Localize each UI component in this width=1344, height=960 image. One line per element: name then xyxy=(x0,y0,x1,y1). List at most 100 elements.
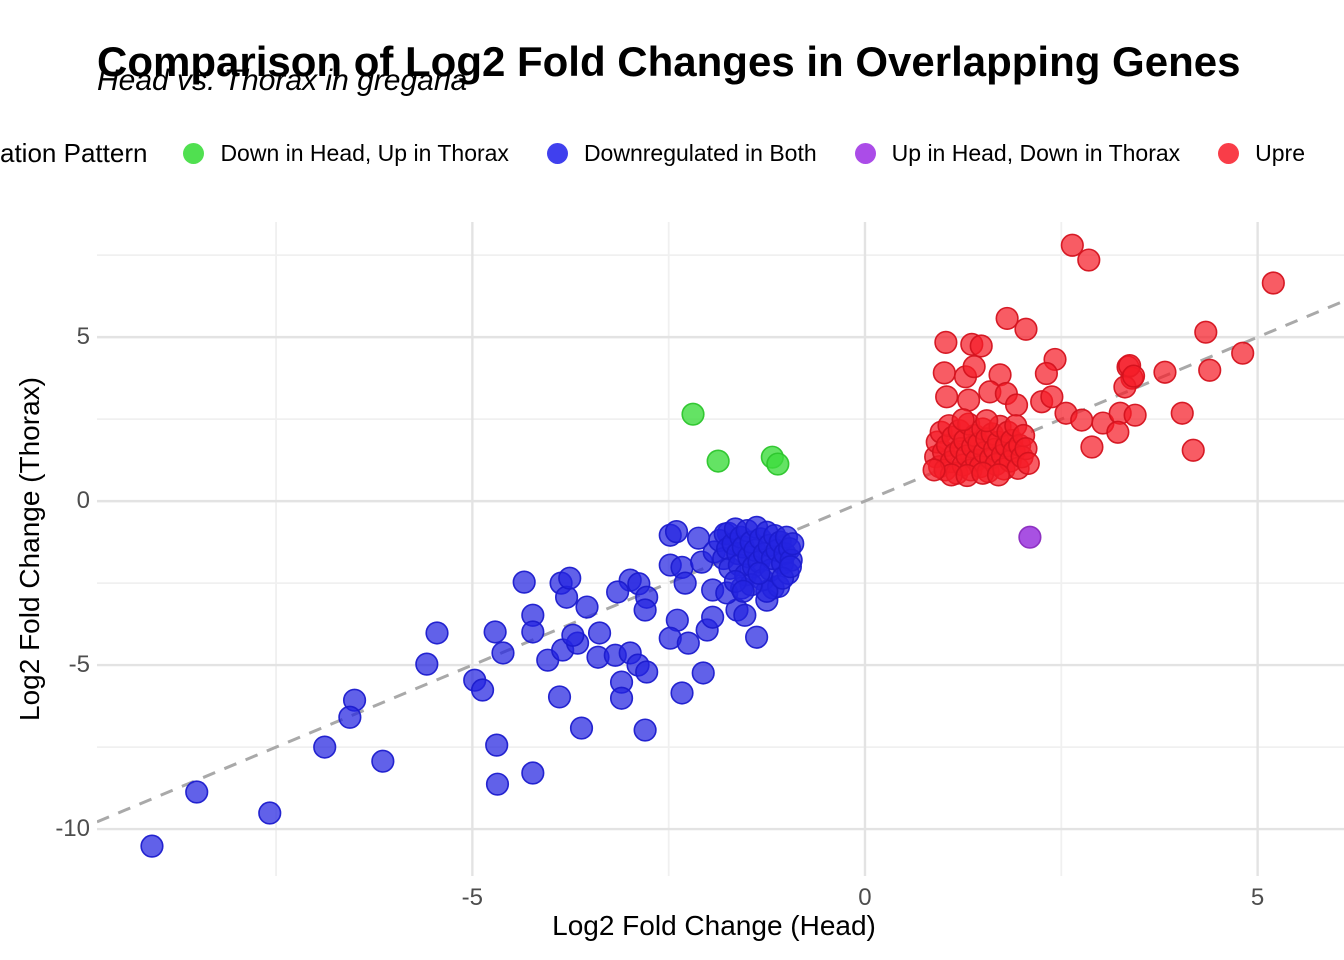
scatter-point xyxy=(1261,271,1285,295)
scatter-point xyxy=(1194,320,1218,344)
scatter-point xyxy=(633,718,657,742)
scatter-point xyxy=(554,585,579,609)
scatter-point xyxy=(975,409,999,433)
scatter-point xyxy=(1198,358,1222,382)
scatter-point xyxy=(935,385,959,409)
scatter-point xyxy=(415,652,439,676)
chart-title: Comparison of Log2 Fold Changes in Overl… xyxy=(97,38,1241,86)
scatter-point xyxy=(521,620,545,644)
scatter-point xyxy=(587,621,612,645)
scatter-point xyxy=(778,555,802,579)
plot-svg xyxy=(97,222,1344,876)
scatter-point xyxy=(691,661,715,685)
scatter-point xyxy=(1016,451,1040,475)
scatter-point xyxy=(635,660,659,684)
legend-item-label: Upre xyxy=(1255,139,1306,166)
scatter-point xyxy=(1231,341,1255,365)
legend-dot-icon xyxy=(1218,142,1240,164)
scatter-point xyxy=(670,681,694,705)
scatter-point xyxy=(547,685,572,709)
y-axis-title: Log2 Fold Change (Thorax) xyxy=(14,377,45,721)
legend: ation Pattern Down in Head, Up in Thorax… xyxy=(0,136,1343,170)
legend-dot-icon xyxy=(546,142,568,164)
scatter-point xyxy=(1060,233,1084,257)
scatter-point xyxy=(609,686,634,710)
scatter-point xyxy=(521,761,545,785)
scatter-point xyxy=(185,780,209,804)
scatter-point xyxy=(962,355,986,379)
scatter-point xyxy=(745,625,769,649)
scatter-point xyxy=(485,772,510,796)
scatter-point xyxy=(664,520,689,544)
legend-item-label: Up in Head, Down in Thorax xyxy=(891,139,1181,166)
scatter-point xyxy=(483,620,507,644)
scatter-point xyxy=(1123,403,1147,427)
legend-item-2: Up in Head, Down in Thorax xyxy=(854,139,1181,167)
scatter-point xyxy=(1080,435,1104,459)
legend-item-label: Downregulated in Both xyxy=(583,139,817,166)
scatter-point xyxy=(1018,525,1042,549)
scatter-point xyxy=(706,449,730,473)
scatter-point xyxy=(575,595,599,619)
x-tick-label: 0 xyxy=(858,884,872,911)
legend-item-1: Downregulated in Both xyxy=(546,139,817,167)
scatter-point xyxy=(371,749,395,773)
scatter-point xyxy=(561,623,585,647)
legend-item-3: Upre xyxy=(1218,140,1305,167)
scatter-point xyxy=(140,834,164,858)
scatter-point xyxy=(1034,361,1058,386)
scatter-point xyxy=(338,705,362,729)
scatter-point xyxy=(470,678,495,702)
scatter-point xyxy=(673,571,697,595)
scatter-point xyxy=(1077,248,1101,272)
scatter-point xyxy=(1181,438,1205,462)
scatter-point xyxy=(1170,401,1194,425)
plot-panel xyxy=(97,222,1344,876)
scatter-point xyxy=(747,561,771,585)
scatter-point xyxy=(512,570,536,594)
legend-item-label: Down in Head, Up in Thorax xyxy=(220,139,509,166)
x-tick-label: -5 xyxy=(461,884,484,911)
scatter-point xyxy=(569,716,594,740)
scatter-point xyxy=(1014,317,1038,341)
scatter-point xyxy=(986,463,1011,487)
scatter-point xyxy=(995,306,1019,331)
scatter-point xyxy=(766,452,790,476)
scatter-point xyxy=(633,598,657,622)
x-axis-title: Log2 Fold Change (Head) xyxy=(552,910,876,941)
scatter-point xyxy=(485,733,509,757)
scatter-point xyxy=(1121,364,1146,388)
scatter-point xyxy=(932,361,956,385)
scatter-point xyxy=(1070,408,1094,432)
scatter-point xyxy=(934,330,958,354)
legend-dot-icon xyxy=(183,142,205,164)
scatter-point xyxy=(258,801,282,825)
y-tick-label: 0 xyxy=(76,487,90,515)
legend-item-0: Down in Head, Up in Thorax xyxy=(183,140,509,167)
chart-subtitle: Head vs. Thorax in gregaria xyxy=(97,64,468,97)
scatter-point xyxy=(491,641,515,665)
scatter-point xyxy=(951,408,975,432)
scatter-point xyxy=(313,735,337,759)
scatter-point xyxy=(969,334,993,358)
scatter-point xyxy=(1106,420,1130,444)
scatter-point xyxy=(1153,360,1177,384)
scatter-point xyxy=(1040,385,1064,409)
scatter-point xyxy=(957,388,981,412)
scatter-point xyxy=(781,532,805,556)
scatter-point xyxy=(606,580,630,604)
y-tick-label: -5 xyxy=(68,651,90,679)
scatter-point xyxy=(733,603,757,627)
scatter-point xyxy=(1004,393,1029,417)
x-tick-label: 5 xyxy=(1250,884,1265,911)
scatter-point xyxy=(676,631,700,655)
scatter-point xyxy=(731,579,755,603)
legend-dot-icon xyxy=(854,142,876,164)
scatter-point xyxy=(922,458,946,482)
scatter-point xyxy=(558,566,582,590)
scatter-point xyxy=(701,605,725,629)
scatter-point xyxy=(425,621,449,645)
y-tick-label: 5 xyxy=(76,323,90,351)
scatter-point xyxy=(681,402,705,426)
legend-title: ation Pattern xyxy=(0,137,148,168)
